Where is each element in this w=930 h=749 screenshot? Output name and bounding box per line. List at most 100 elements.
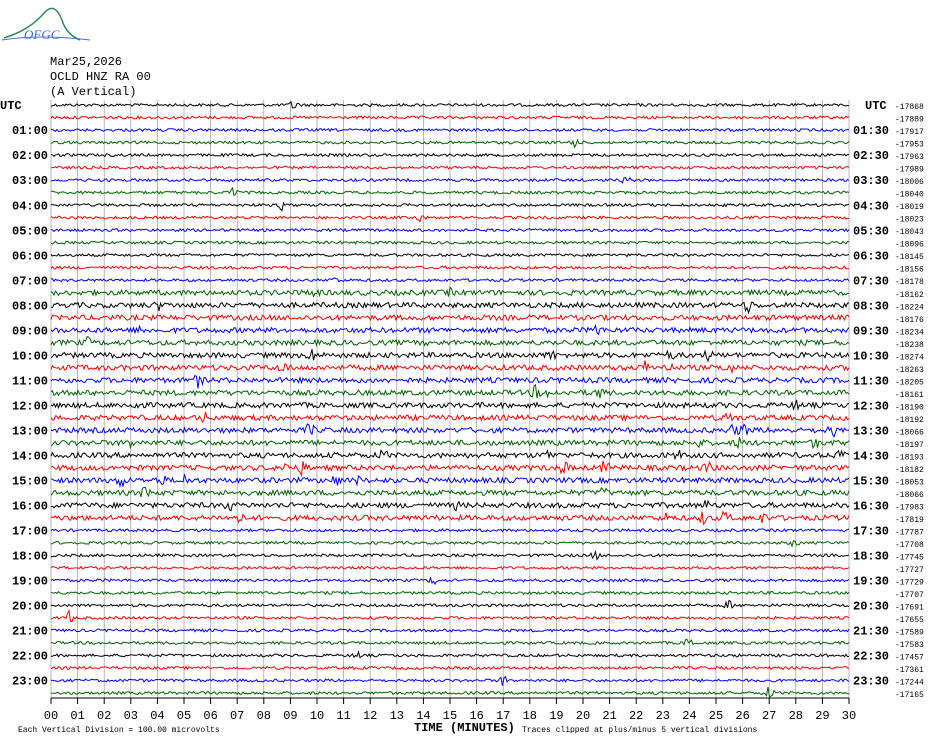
- offset-label: -18053: [895, 478, 924, 487]
- offset-label: -17745: [895, 553, 924, 562]
- trace: [50, 383, 850, 399]
- offset-label: -18156: [895, 266, 924, 275]
- trace: [50, 152, 850, 158]
- trace: [50, 539, 850, 548]
- footer-right: Traces clipped at plus/minus 5 vertical …: [522, 726, 757, 735]
- offset-label: -18190: [895, 403, 924, 412]
- offset-label: -17589: [895, 629, 924, 638]
- trace: [50, 360, 850, 375]
- x-tick-label: 15: [443, 709, 457, 723]
- offset-label: -17917: [895, 128, 924, 137]
- trace: [50, 313, 850, 322]
- offset-label: -17707: [895, 591, 924, 600]
- left-time-label: 19:00: [12, 575, 48, 589]
- trace: [50, 665, 850, 671]
- left-time-label: 23:00: [12, 675, 48, 689]
- trace: [50, 590, 850, 596]
- logo-curve: [3, 7, 81, 41]
- left-time-label: 06:00: [12, 249, 48, 263]
- x-tick-label: 26: [735, 709, 749, 723]
- logo-line: [1, 36, 91, 41]
- right-time-label: 19:30: [853, 575, 889, 589]
- right-time-label: 05:30: [853, 224, 889, 238]
- trace: [50, 449, 850, 461]
- trace: [50, 499, 850, 512]
- trace: [50, 127, 850, 133]
- trace: [50, 576, 850, 586]
- trace: [50, 186, 850, 197]
- trace: [50, 165, 850, 170]
- x-tick-label: 04: [150, 709, 164, 723]
- offset-label: -17787: [895, 528, 924, 537]
- left-time-label: 12:00: [12, 399, 48, 413]
- trace: [50, 599, 850, 609]
- offset-label: -18274: [895, 353, 924, 362]
- x-tick-label: 00: [44, 709, 58, 723]
- x-tick-label: 28: [789, 709, 803, 723]
- right-time-label: 23:30: [853, 675, 889, 689]
- x-tick-label: 27: [762, 709, 776, 723]
- trace: [50, 486, 850, 498]
- x-tick-label: 03: [124, 709, 138, 723]
- trace: [50, 252, 850, 258]
- trace: [50, 176, 850, 184]
- offset-label: -17583: [895, 641, 924, 650]
- x-tick-label: 02: [97, 709, 111, 723]
- trace: [50, 675, 850, 686]
- right-time-label: 14:30: [853, 449, 889, 463]
- left-header: UTC: [0, 99, 22, 113]
- trace: [50, 638, 850, 646]
- right-time-label: 03:30: [853, 174, 889, 188]
- right-time-label: 18:30: [853, 550, 889, 564]
- trace: [51, 138, 850, 149]
- offset-label: -18192: [895, 416, 924, 425]
- trace: [50, 549, 850, 561]
- right-header: UTC: [865, 99, 887, 113]
- trace: [50, 227, 850, 233]
- title-line: (A Vertical): [50, 85, 136, 99]
- x-tick-label: 01: [70, 709, 84, 723]
- x-tick-label: 23: [656, 709, 670, 723]
- left-time-label: 15:00: [12, 474, 48, 488]
- logo-text: OFGC: [24, 27, 60, 42]
- offset-label: -17819: [895, 516, 924, 525]
- trace: [50, 609, 850, 623]
- left-time-label: 03:00: [12, 174, 48, 188]
- offset-label: -18234: [895, 328, 924, 337]
- trace: [50, 436, 850, 450]
- right-time-label: 17:30: [853, 525, 889, 539]
- x-tick-label: 18: [523, 709, 537, 723]
- x-tick-label: 11: [336, 709, 350, 723]
- x-tick-label: 12: [363, 709, 377, 723]
- right-time-label: 15:30: [853, 474, 889, 488]
- offset-label: -18176: [895, 316, 924, 325]
- offset-label: -18162: [895, 291, 924, 300]
- offset-label: -17165: [895, 691, 924, 700]
- offset-label: -17889: [895, 116, 924, 125]
- x-tick-label: 17: [496, 709, 510, 723]
- offset-label: -18066: [895, 428, 924, 437]
- title-line: Mar25,2026: [50, 55, 122, 69]
- x-tick-label: 19: [549, 709, 563, 723]
- x-tick-label: 24: [682, 709, 696, 723]
- right-time-label: 09:30: [853, 324, 889, 338]
- offset-label: -17983: [895, 503, 924, 512]
- left-time-label: 22:00: [12, 650, 48, 664]
- offset-label: -18197: [895, 441, 924, 450]
- x-tick-label: 07: [230, 709, 244, 723]
- trace: [50, 265, 850, 270]
- right-time-label: 07:30: [853, 274, 889, 288]
- right-time-label: 06:30: [853, 249, 889, 263]
- x-tick-label: 10: [310, 709, 324, 723]
- offset-label: -17691: [895, 604, 924, 613]
- title-line: OCLD HNZ RA 00: [50, 70, 151, 84]
- trace: [50, 374, 850, 389]
- offset-label: -17655: [895, 616, 924, 625]
- trace: [50, 336, 850, 348]
- x-tick-label: 14: [416, 709, 430, 723]
- x-tick-label: 25: [709, 709, 723, 723]
- offset-label: -18263: [895, 366, 924, 375]
- trace: [50, 349, 850, 363]
- offset-label: -18205: [895, 378, 924, 387]
